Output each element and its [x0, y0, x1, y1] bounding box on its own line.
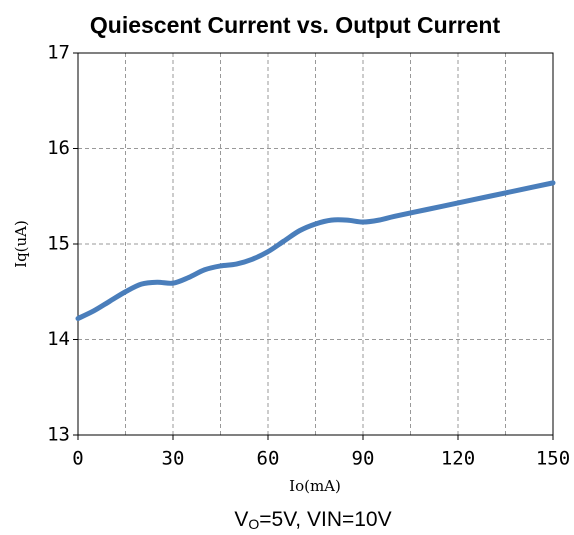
x-tick-label: 60: [257, 448, 280, 470]
chart-title: Quiescent Current vs. Output Current: [90, 12, 501, 38]
caption-text: V: [234, 508, 248, 531]
x-tick-label: 120: [441, 448, 475, 470]
y-tick-label: 17: [47, 42, 70, 64]
x-tick-label: 150: [536, 448, 570, 470]
caption-text: =5V, VIN=10V: [259, 508, 391, 531]
data-line: [75, 180, 556, 321]
x-tick-label: 0: [72, 448, 83, 470]
y-tick-label: 14: [47, 328, 70, 350]
x-tick-label: 30: [162, 448, 185, 470]
x-axis-label: Io(mA): [289, 477, 341, 495]
y-tick-label: 16: [47, 137, 70, 159]
plot-frame: [77, 52, 554, 436]
caption: VO=5V, VIN=10V: [234, 508, 391, 532]
caption-subscript: O: [248, 516, 259, 532]
x-tick-label: 90: [352, 448, 375, 470]
y-axis-label: Iq(uA): [12, 220, 30, 268]
y-tick-label: 15: [47, 233, 70, 255]
y-tick-label: 13: [47, 424, 70, 446]
